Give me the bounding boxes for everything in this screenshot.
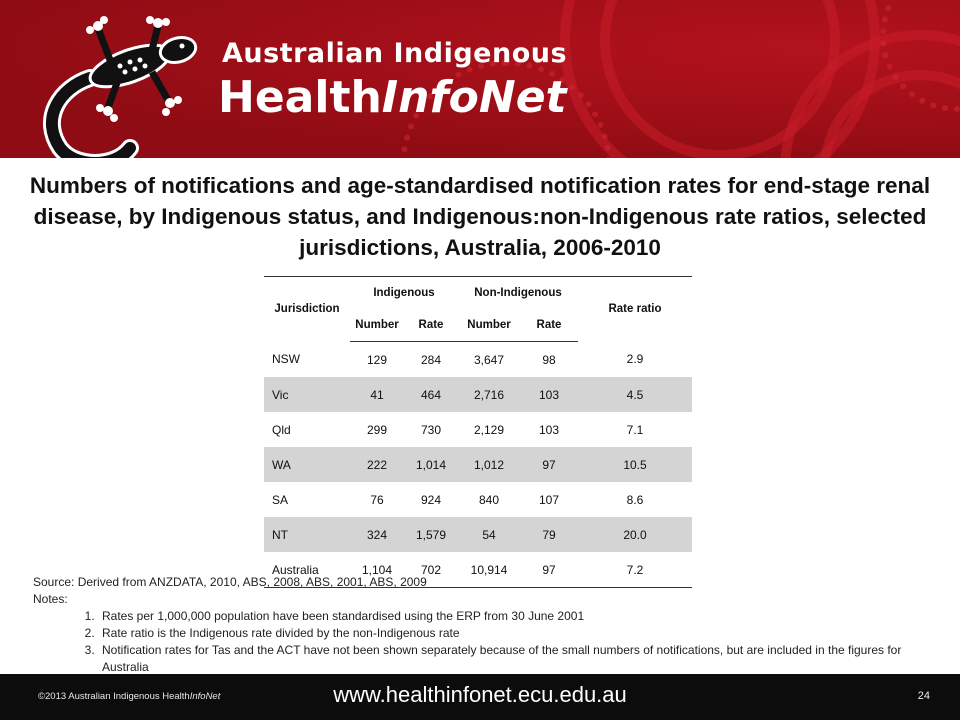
table-subheader-row: Number Rate Number Rate [264, 309, 692, 342]
header-number: Number [350, 309, 404, 342]
cell-ind-rate: 284 [420, 352, 442, 367]
cell-non-number: 1,012 [458, 447, 520, 482]
cell-ind-rate: 464 [404, 377, 458, 412]
cell-jurisdiction: WA [264, 447, 350, 482]
note-item: Rate ratio is the Indigenous rate divide… [98, 625, 933, 642]
cell-ind-rate: 1,014 [404, 447, 458, 482]
cell-non-number: 3,647 [473, 352, 505, 367]
note-item: Notification rates for Tas and the ACT h… [98, 642, 933, 676]
cell-non-rate: 107 [538, 492, 560, 507]
notifications-table: Jurisdiction Indigenous Non-Indigenous R… [264, 276, 692, 588]
cell-ind-number: 76 [370, 492, 384, 507]
brand-name-line2: HealthInfoNet [218, 72, 567, 123]
header-number: Number [458, 309, 520, 342]
cell-ind-rate: 702 [404, 552, 458, 588]
cell-non-rate: 103 [538, 422, 560, 437]
table-row: SA 76 924 840 107 8.6 [264, 482, 692, 517]
header-rate: Rate [520, 309, 578, 342]
footer-bar: ©2013 Australian Indigenous HealthInfoNe… [0, 674, 960, 720]
cell-jurisdiction: SA [272, 492, 289, 507]
cell-ind-number: 299 [366, 422, 388, 437]
table-header-row: Jurisdiction Indigenous Non-Indigenous R… [264, 276, 692, 342]
brand-health: Health [218, 72, 382, 123]
copyright-text: ©2013 Australian Indigenous HealthInfoNe… [38, 691, 220, 702]
cell-ind-number: 324 [350, 517, 404, 552]
table-row: NT 324 1,579 54 79 20.0 [264, 517, 692, 552]
header-indigenous: Indigenous [350, 276, 458, 309]
cell-ratio: 4.5 [578, 377, 692, 412]
cell-jurisdiction: Vic [264, 377, 350, 412]
note-item: Rates per 1,000,000 population have been… [98, 608, 933, 625]
cell-non-number: 2,129 [473, 422, 505, 437]
page-number: 24 [917, 690, 930, 702]
cell-non-rate: 97 [520, 552, 578, 588]
brand-name-line1: Australian Indigenous [222, 38, 568, 69]
table-row: Vic 41 464 2,716 103 4.5 [264, 377, 692, 412]
cell-ind-rate: 730 [420, 422, 442, 437]
cell-non-rate: 98 [542, 352, 556, 367]
cell-ratio: 10.5 [578, 447, 692, 482]
cell-ratio: 8.6 [626, 492, 644, 507]
header-non-indigenous: Non-Indigenous [458, 276, 578, 309]
cell-jurisdiction: Qld [272, 422, 291, 437]
source-text: Source: Derived from ANZDATA, 2010, ABS,… [33, 575, 427, 589]
cell-non-number: 10,914 [458, 552, 520, 588]
cell-ratio: 7.2 [578, 552, 692, 588]
cell-non-rate: 103 [520, 377, 578, 412]
header-rate: Rate [404, 309, 458, 342]
cell-ind-rate: 924 [420, 492, 442, 507]
cell-ind-number: 1,104 [350, 552, 404, 588]
brand-infonet: InfoNet [381, 72, 567, 123]
cell-ratio: 2.9 [626, 352, 644, 367]
cell-jurisdiction: Australia [264, 552, 350, 588]
notes-list: Rates per 1,000,000 population have been… [33, 608, 933, 676]
cell-non-number: 840 [478, 492, 500, 507]
table-row: WA 222 1,014 1,012 97 10.5 [264, 447, 692, 482]
header-jurisdiction: Jurisdiction [264, 276, 350, 342]
header-banner: Australian Indigenous HealthInfoNet [0, 0, 960, 158]
header-rate-ratio: Rate ratio [578, 276, 692, 342]
gecko-logo-icon [42, 16, 198, 158]
cell-non-number: 54 [458, 517, 520, 552]
table-row: Australia 1,104 702 10,914 97 7.2 [264, 552, 692, 588]
cell-ind-number: 129 [366, 352, 388, 367]
copyright-infonet: InfoNet [189, 691, 221, 702]
table-row: Qld 299 730 2,129 103 7.1 [264, 412, 692, 447]
table-row: NSW 129 284 3,647 98 2.9 [264, 342, 692, 378]
cell-non-number: 2,716 [458, 377, 520, 412]
cell-non-rate: 79 [520, 517, 578, 552]
cell-ind-rate: 1,579 [404, 517, 458, 552]
cell-ratio: 20.0 [578, 517, 692, 552]
cell-jurisdiction: NT [264, 517, 350, 552]
website-url[interactable]: www.healthinfonet.ecu.edu.au [333, 682, 627, 707]
cell-ratio: 7.1 [626, 422, 644, 437]
cell-non-rate: 97 [520, 447, 578, 482]
notes-label: Notes: [33, 592, 68, 606]
slide-title: Numbers of notifications and age-standar… [29, 173, 931, 260]
source-notes: Source: Derived from ANZDATA, 2010, ABS,… [33, 574, 933, 676]
copyright-main: ©2013 Australian Indigenous Health [38, 691, 190, 702]
cell-jurisdiction: NSW [272, 352, 300, 367]
cell-ind-number: 41 [350, 377, 404, 412]
cell-ind-number: 222 [350, 447, 404, 482]
